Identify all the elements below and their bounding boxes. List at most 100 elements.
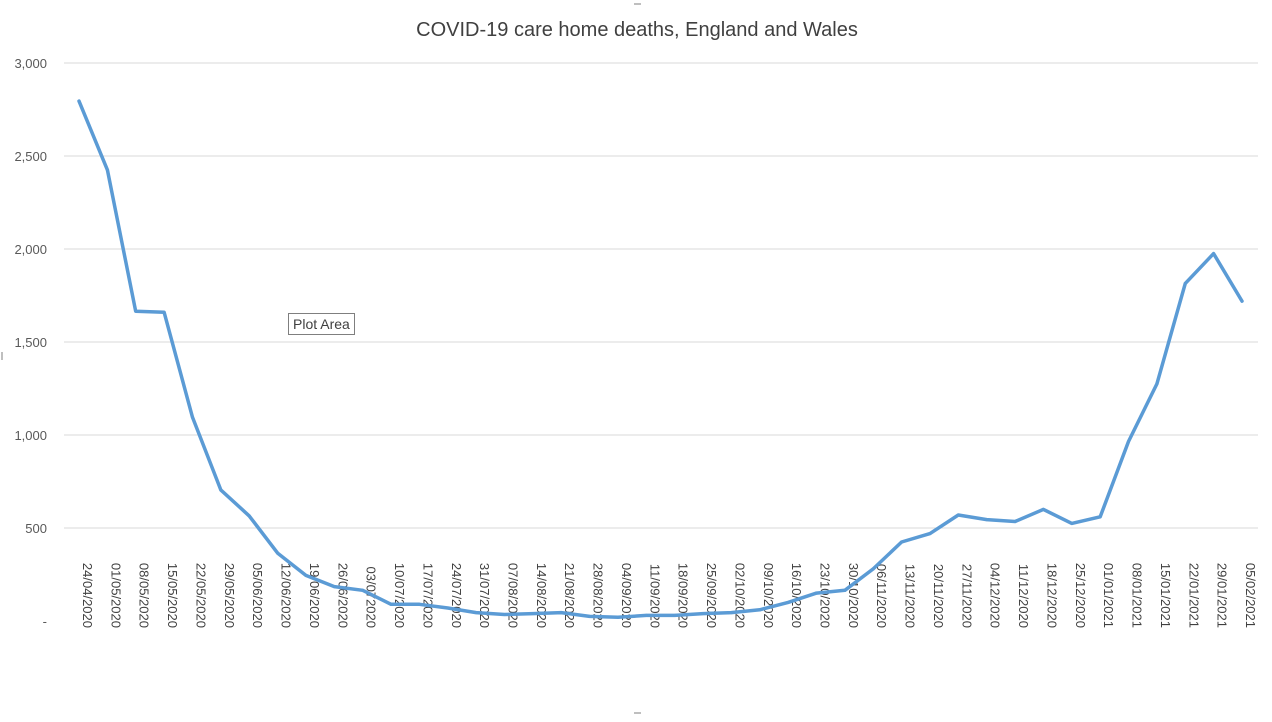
x-tick-label: 15/01/2021	[1158, 563, 1173, 628]
data-point[interactable]	[559, 611, 563, 615]
x-tick-label: 18/09/2020	[676, 563, 691, 628]
data-point[interactable]	[786, 600, 790, 604]
data-point[interactable]	[1240, 299, 1244, 303]
x-tick-label: 04/09/2020	[619, 563, 634, 628]
x-tick-label: 31/07/2020	[477, 563, 492, 628]
data-point[interactable]	[219, 488, 223, 492]
x-tick-label: 29/01/2021	[1215, 563, 1230, 628]
y-tick-label: 1,500	[14, 335, 47, 350]
data-point[interactable]	[304, 573, 308, 577]
data-point[interactable]	[276, 551, 280, 555]
x-tick-label: 08/01/2021	[1130, 563, 1145, 628]
x-tick-label: 25/12/2020	[1073, 563, 1088, 628]
y-axis-tick-labels: - 500 1,000 1,500 2,000 2,500 3,000	[14, 56, 47, 629]
data-point[interactable]	[1041, 507, 1045, 511]
data-point[interactable]	[616, 615, 620, 619]
data-point[interactable]	[871, 567, 875, 571]
data-point[interactable]	[928, 532, 932, 536]
x-tick-label: 17/07/2020	[420, 563, 435, 628]
data-point[interactable]	[1098, 515, 1102, 519]
data-point[interactable]	[588, 614, 592, 618]
data-point[interactable]	[531, 612, 535, 616]
y-tick-label: 2,000	[14, 242, 47, 257]
chart-title: COVID-19 care home deaths, England and W…	[416, 19, 858, 41]
x-tick-label: 29/05/2020	[222, 563, 237, 628]
x-tick-label: 02/10/2020	[732, 563, 747, 628]
y-tick-label: 2,500	[14, 149, 47, 164]
y-tick-label: -	[43, 614, 47, 629]
x-tick-label: 11/09/2020	[647, 564, 662, 628]
data-point[interactable]	[900, 540, 904, 544]
x-tick-label: 04/12/2020	[988, 563, 1003, 628]
x-tick-label: 24/07/2020	[449, 563, 464, 628]
x-axis-tick-labels: 24/04/2020 01/05/2020 08/05/2020 15/05/2020…	[80, 563, 1258, 628]
x-tick-label: 28/08/2020	[591, 563, 606, 628]
data-point[interactable]	[644, 613, 648, 617]
x-tick-label: 07/08/2020	[505, 563, 520, 628]
data-point[interactable]	[77, 99, 81, 103]
x-tick-label: 19/06/2020	[307, 563, 322, 628]
data-point[interactable]	[956, 513, 960, 517]
x-tick-label: 27/11/2020	[959, 564, 974, 628]
data-point[interactable]	[247, 514, 251, 518]
x-tick-label: 06/11/2020	[874, 564, 889, 628]
x-tick-label: 22/01/2021	[1186, 563, 1201, 628]
data-point[interactable]	[843, 588, 847, 592]
series-layer	[77, 99, 1244, 620]
gridlines	[64, 62, 1258, 529]
x-tick-label: 24/04/2020	[80, 563, 95, 628]
data-point[interactable]	[1183, 281, 1187, 285]
data-point[interactable]	[105, 168, 109, 172]
data-point[interactable]	[758, 608, 762, 612]
data-point[interactable]	[474, 611, 478, 615]
x-tick-label: 08/05/2020	[137, 563, 152, 628]
y-tick-label: 500	[25, 521, 47, 536]
data-point[interactable]	[134, 309, 138, 313]
data-point[interactable]	[332, 585, 336, 589]
y-tick-label: 1,000	[14, 428, 47, 443]
x-tick-label: 13/11/2020	[903, 564, 918, 628]
data-point[interactable]	[417, 602, 421, 606]
x-tick-label: 10/07/2020	[392, 563, 407, 628]
x-tick-label: 01/01/2021	[1101, 563, 1116, 628]
x-tick-label: 14/08/2020	[534, 563, 549, 628]
data-point[interactable]	[985, 518, 989, 522]
x-tick-label: 16/10/2020	[789, 563, 804, 628]
x-tick-label: 09/10/2020	[761, 563, 776, 628]
data-point[interactable]	[701, 612, 705, 616]
x-tick-label: 15/05/2020	[165, 563, 180, 628]
data-point[interactable]	[1127, 440, 1131, 444]
x-tick-label: 26/06/2020	[335, 563, 350, 628]
data-point[interactable]	[389, 602, 393, 606]
x-tick-label: 05/06/2020	[250, 563, 265, 628]
x-tick-label: 23/10/2020	[818, 563, 833, 628]
data-point[interactable]	[190, 415, 194, 419]
x-tick-label: 18/12/2020	[1044, 563, 1059, 628]
y-tick-label: 3,000	[14, 56, 47, 71]
data-point[interactable]	[815, 591, 819, 595]
x-tick-label: 01/05/2020	[108, 563, 123, 628]
x-tick-label: 22/05/2020	[193, 563, 208, 628]
data-point[interactable]	[1013, 519, 1017, 523]
x-tick-label: 11/12/2020	[1016, 564, 1031, 628]
x-tick-label: 20/11/2020	[931, 564, 946, 628]
data-point[interactable]	[1212, 252, 1216, 256]
x-tick-label: 12/06/2020	[279, 563, 294, 628]
data-point[interactable]	[361, 588, 365, 592]
series-line[interactable]	[77, 99, 1244, 620]
data-point[interactable]	[673, 613, 677, 617]
plot-area-tooltip: Plot Area	[288, 313, 355, 335]
data-point[interactable]	[729, 611, 733, 615]
x-tick-label: 03/072020	[364, 567, 379, 628]
data-point[interactable]	[162, 310, 166, 314]
data-point[interactable]	[502, 612, 506, 616]
x-tick-label: 30/10/2020	[846, 563, 861, 628]
x-tick-label: 25/09/2020	[704, 563, 719, 628]
x-tick-label: 05/02/2021	[1243, 563, 1258, 628]
data-point[interactable]	[1070, 521, 1074, 525]
x-tick-label: 21/08/2020	[562, 563, 577, 628]
data-point[interactable]	[1155, 382, 1159, 386]
data-point[interactable]	[446, 606, 450, 610]
